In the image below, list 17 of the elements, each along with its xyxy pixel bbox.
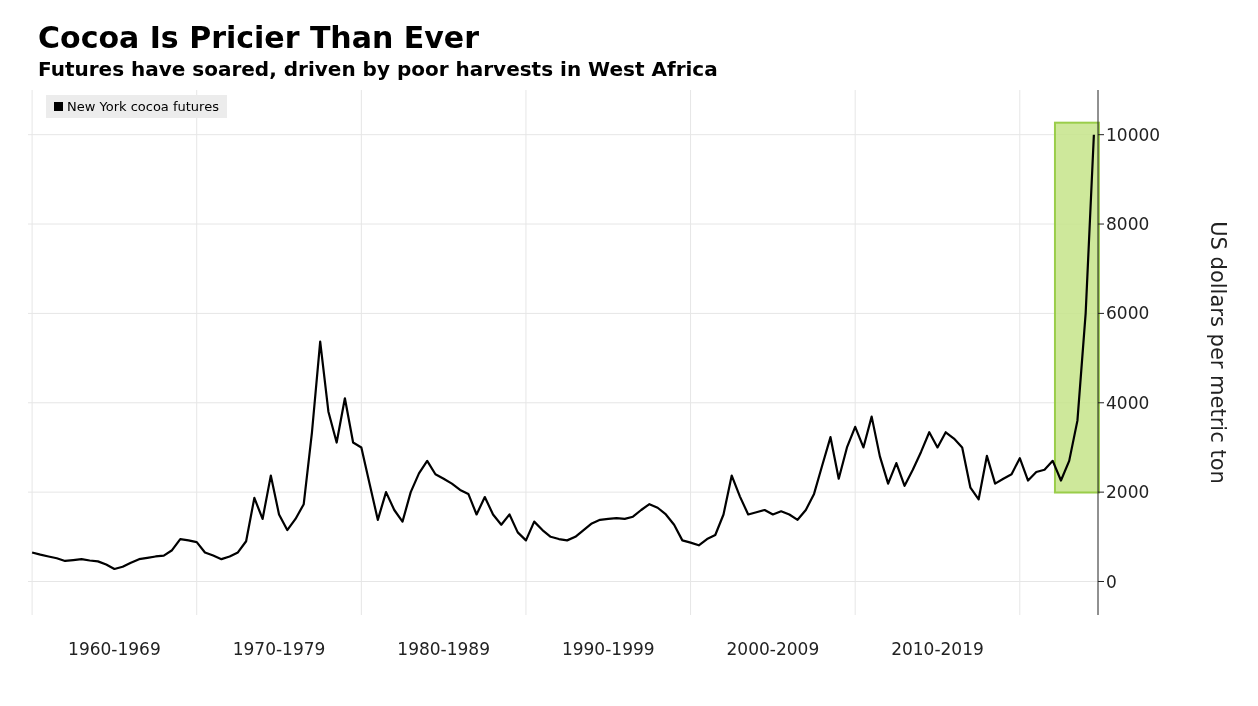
chart-subtitle: Futures have soared, driven by poor harvests in West Africa <box>37 56 719 83</box>
y-tick-label: 2000 <box>1106 482 1150 503</box>
x-tick-label: 1960-1969 <box>68 639 161 660</box>
x-tick-label: 1990-1999 <box>561 639 655 660</box>
y-axis-title: US dollars per metric ton <box>1205 221 1230 484</box>
y-tick-label: 6000 <box>1106 303 1150 324</box>
x-tick-label: 2010-2019 <box>891 639 984 660</box>
line-series <box>31 133 1095 571</box>
legend-label: New York cocoa futures <box>66 99 219 114</box>
x-tick-label: 1970-1979 <box>232 639 326 660</box>
y-tick-label: 10000 <box>1106 124 1161 145</box>
y-tick-label: 4000 <box>1106 392 1150 413</box>
y-tick-label: 8000 <box>1106 214 1150 235</box>
x-tick-label: 2000-2009 <box>726 639 820 660</box>
y-tick-label: 0 <box>1106 571 1117 592</box>
x-tick-label: 1980-1989 <box>397 639 490 660</box>
chart-title: Cocoa Is Pricier Than Ever <box>37 19 480 55</box>
